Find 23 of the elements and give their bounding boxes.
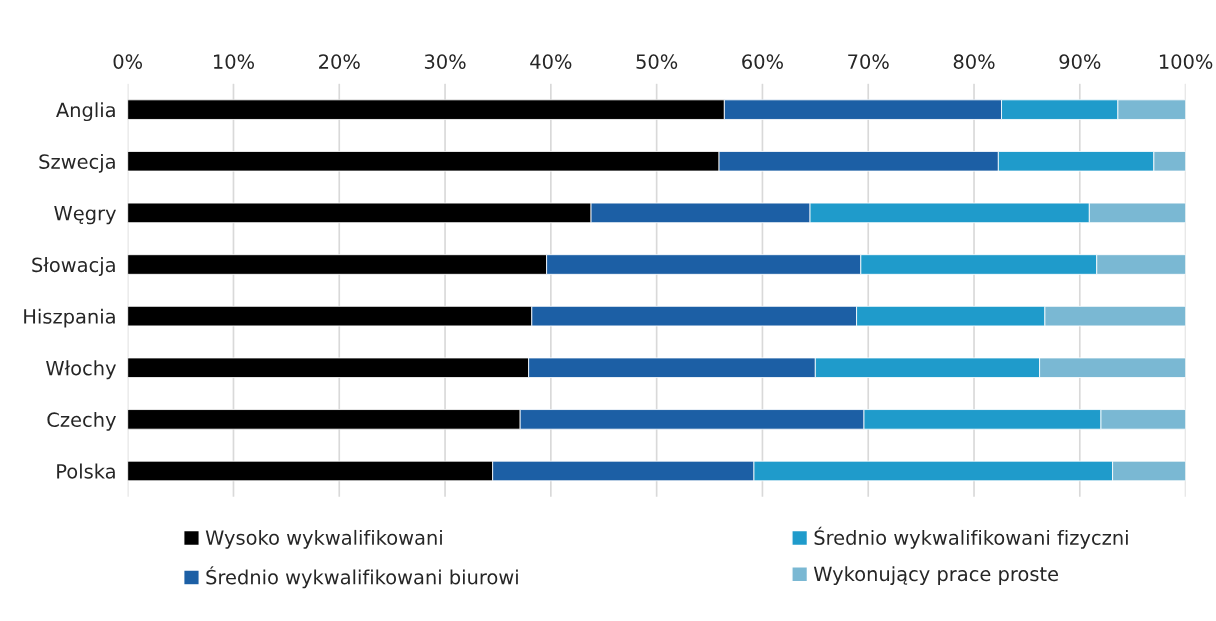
y-tick-label: Anglia xyxy=(56,102,115,122)
x-tick-label: 10% xyxy=(214,54,255,69)
x-tick-label: 90% xyxy=(1059,54,1101,69)
legend-label: Średnio wykwalifikowani fizyczni xyxy=(814,526,1128,549)
y-tick-label: Węgry xyxy=(54,206,116,225)
y-tick-label: Szwecja xyxy=(39,153,115,173)
x-tick-label: 30% xyxy=(424,54,466,69)
legend-label: Wykonujący prace proste xyxy=(813,566,1059,586)
y-tick-label: Polska xyxy=(57,463,115,479)
legend-label: Wysoko wykwalifikowani xyxy=(205,529,442,549)
x-tick-label: 40% xyxy=(530,54,572,69)
y-tick-label: Słowacja xyxy=(32,257,115,276)
x-tick-label: 0% xyxy=(113,54,143,69)
x-tick-label: 70% xyxy=(848,54,889,69)
x-tick-label: 50% xyxy=(636,54,678,69)
x-tick-label: 80% xyxy=(953,54,995,69)
x-tick-label: 60% xyxy=(742,54,783,69)
y-tick-label: Włochy xyxy=(46,360,116,380)
y-tick-label: Czechy xyxy=(47,411,116,431)
x-tick-label: 100% xyxy=(1159,54,1213,69)
x-tick-label: 20% xyxy=(319,54,360,69)
y-tick-label: Hiszpania xyxy=(24,308,115,328)
legend-label: Średnio wykwalifikowani biurowi xyxy=(206,566,518,589)
